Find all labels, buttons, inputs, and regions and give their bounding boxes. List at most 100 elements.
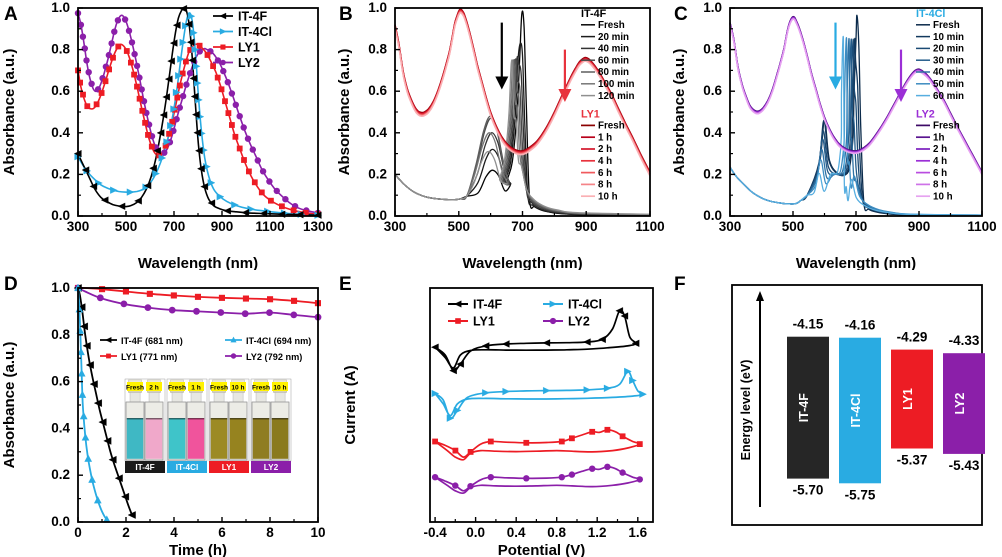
svg-text:A: A [4, 4, 18, 25]
svg-text:Absorbance (a.u.): Absorbance (a.u.) [336, 49, 353, 176]
svg-text:0.2: 0.2 [51, 467, 70, 482]
svg-text:LY1 (771 nm): LY1 (771 nm) [121, 352, 177, 362]
svg-text:0.8: 0.8 [51, 42, 70, 57]
svg-text:B: B [339, 4, 353, 25]
svg-text:2 h: 2 h [149, 385, 159, 392]
svg-text:50 min: 50 min [933, 79, 964, 90]
svg-text:IT-4Cl: IT-4Cl [176, 462, 199, 472]
svg-text:2 h: 2 h [933, 144, 947, 155]
svg-text:0.8: 0.8 [368, 42, 387, 57]
svg-text:-0.4: -0.4 [423, 525, 447, 540]
svg-text:IT-4F: IT-4F [135, 462, 154, 472]
svg-text:300: 300 [67, 219, 90, 234]
svg-text:0.4: 0.4 [368, 125, 387, 140]
svg-text:IT-4Cl (694 nm): IT-4Cl (694 nm) [246, 336, 311, 346]
svg-text:0.4: 0.4 [507, 525, 526, 540]
svg-text:Absorbance (a.u.): Absorbance (a.u.) [671, 49, 688, 176]
svg-text:1100: 1100 [967, 219, 996, 234]
svg-text:10 h: 10 h [231, 385, 244, 392]
svg-text:4: 4 [170, 525, 178, 540]
svg-text:Fresh: Fresh [598, 121, 625, 132]
svg-text:900: 900 [211, 219, 234, 234]
svg-text:2: 2 [122, 525, 130, 540]
svg-text:8 h: 8 h [933, 180, 947, 191]
svg-text:0.2: 0.2 [51, 166, 70, 181]
svg-text:LY2 (792 nm): LY2 (792 nm) [246, 352, 302, 362]
svg-text:900: 900 [575, 219, 598, 234]
svg-text:1.0: 1.0 [703, 0, 722, 15]
svg-text:700: 700 [845, 219, 868, 234]
svg-text:Wavelength (nm): Wavelength (nm) [138, 255, 258, 270]
svg-text:-5.43: -5.43 [949, 458, 980, 473]
svg-text:1h: 1h [933, 132, 944, 143]
svg-text:Time (h): Time (h) [169, 542, 227, 557]
svg-text:Wavelength (nm): Wavelength (nm) [462, 255, 582, 270]
svg-text:0.6: 0.6 [703, 83, 722, 98]
svg-text:-5.75: -5.75 [845, 487, 876, 502]
svg-text:0.4: 0.4 [703, 125, 722, 140]
svg-text:500: 500 [782, 219, 805, 234]
svg-text:LY2: LY2 [238, 56, 260, 70]
svg-text:IT-4Cl: IT-4Cl [238, 25, 272, 39]
svg-text:Current (A): Current (A) [342, 365, 359, 444]
svg-text:6: 6 [218, 525, 226, 540]
svg-text:1300: 1300 [303, 219, 333, 234]
svg-text:LY1: LY1 [473, 315, 495, 329]
svg-text:300: 300 [719, 219, 742, 234]
svg-text:6 h: 6 h [933, 168, 947, 179]
svg-text:Fresh: Fresh [933, 20, 960, 31]
svg-text:LY2: LY2 [953, 393, 967, 415]
svg-text:10 h: 10 h [933, 191, 953, 202]
svg-text:1.2: 1.2 [588, 525, 607, 540]
svg-text:1.0: 1.0 [51, 280, 70, 295]
svg-text:IT-4F: IT-4F [797, 393, 811, 423]
svg-text:10 h: 10 h [598, 191, 618, 202]
svg-text:LY2: LY2 [916, 109, 935, 121]
svg-text:30 min: 30 min [933, 55, 964, 66]
svg-text:-4.15: -4.15 [793, 317, 824, 332]
svg-text:IT-4Cl: IT-4Cl [849, 393, 863, 427]
svg-text:40 min: 40 min [933, 67, 964, 78]
svg-text:IT-4Cl: IT-4Cl [568, 298, 602, 312]
svg-text:1 h: 1 h [191, 385, 201, 392]
svg-text:0.6: 0.6 [51, 83, 70, 98]
svg-text:2 h: 2 h [598, 144, 612, 155]
svg-text:LY1: LY1 [901, 388, 915, 410]
svg-text:Fresh: Fresh [168, 385, 186, 392]
svg-text:IT-4F: IT-4F [238, 10, 268, 24]
svg-text:80 min: 80 min [598, 67, 629, 78]
svg-text:0.6: 0.6 [51, 374, 70, 389]
svg-text:-4.29: -4.29 [897, 330, 928, 345]
svg-text:-4.33: -4.33 [949, 333, 980, 348]
svg-text:1100: 1100 [635, 219, 664, 234]
svg-text:IT-4F: IT-4F [473, 298, 503, 312]
svg-text:500: 500 [448, 219, 471, 234]
svg-text:4 h: 4 h [933, 156, 947, 167]
svg-text:6 h: 6 h [598, 168, 612, 179]
svg-text:120 min: 120 min [598, 91, 635, 102]
svg-text:Fresh: Fresh [598, 20, 625, 31]
svg-text:1.6: 1.6 [628, 525, 647, 540]
svg-text:0.2: 0.2 [703, 166, 722, 181]
svg-text:0.0: 0.0 [466, 525, 485, 540]
svg-text:Fresh: Fresh [252, 385, 270, 392]
svg-text:IT-4Cl: IT-4Cl [916, 8, 945, 20]
svg-text:100 min: 100 min [598, 79, 635, 90]
svg-text:IT-4F: IT-4F [581, 8, 607, 20]
svg-text:Absorbance (a.u.): Absorbance (a.u.) [1, 342, 18, 469]
svg-text:E: E [339, 274, 352, 295]
svg-text:0.4: 0.4 [51, 420, 70, 435]
svg-text:Fresh: Fresh [210, 385, 228, 392]
svg-text:Wavelength (nm): Wavelength (nm) [796, 255, 916, 270]
svg-text:Potential (V): Potential (V) [498, 542, 586, 557]
svg-text:IT-4F (681 nm): IT-4F (681 nm) [121, 336, 183, 346]
svg-text:4 h: 4 h [598, 156, 612, 167]
svg-text:LY2: LY2 [264, 462, 279, 472]
svg-text:1.0: 1.0 [368, 0, 387, 15]
svg-text:Energy level (eV): Energy level (eV) [739, 360, 753, 461]
svg-text:40 min: 40 min [598, 44, 629, 55]
svg-text:60 min: 60 min [933, 91, 964, 102]
svg-text:900: 900 [908, 219, 931, 234]
svg-text:700: 700 [511, 219, 534, 234]
svg-text:F: F [674, 274, 686, 295]
